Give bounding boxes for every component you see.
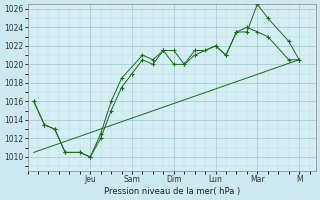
X-axis label: Pression niveau de la mer( hPa ): Pression niveau de la mer( hPa ): [104, 187, 240, 196]
